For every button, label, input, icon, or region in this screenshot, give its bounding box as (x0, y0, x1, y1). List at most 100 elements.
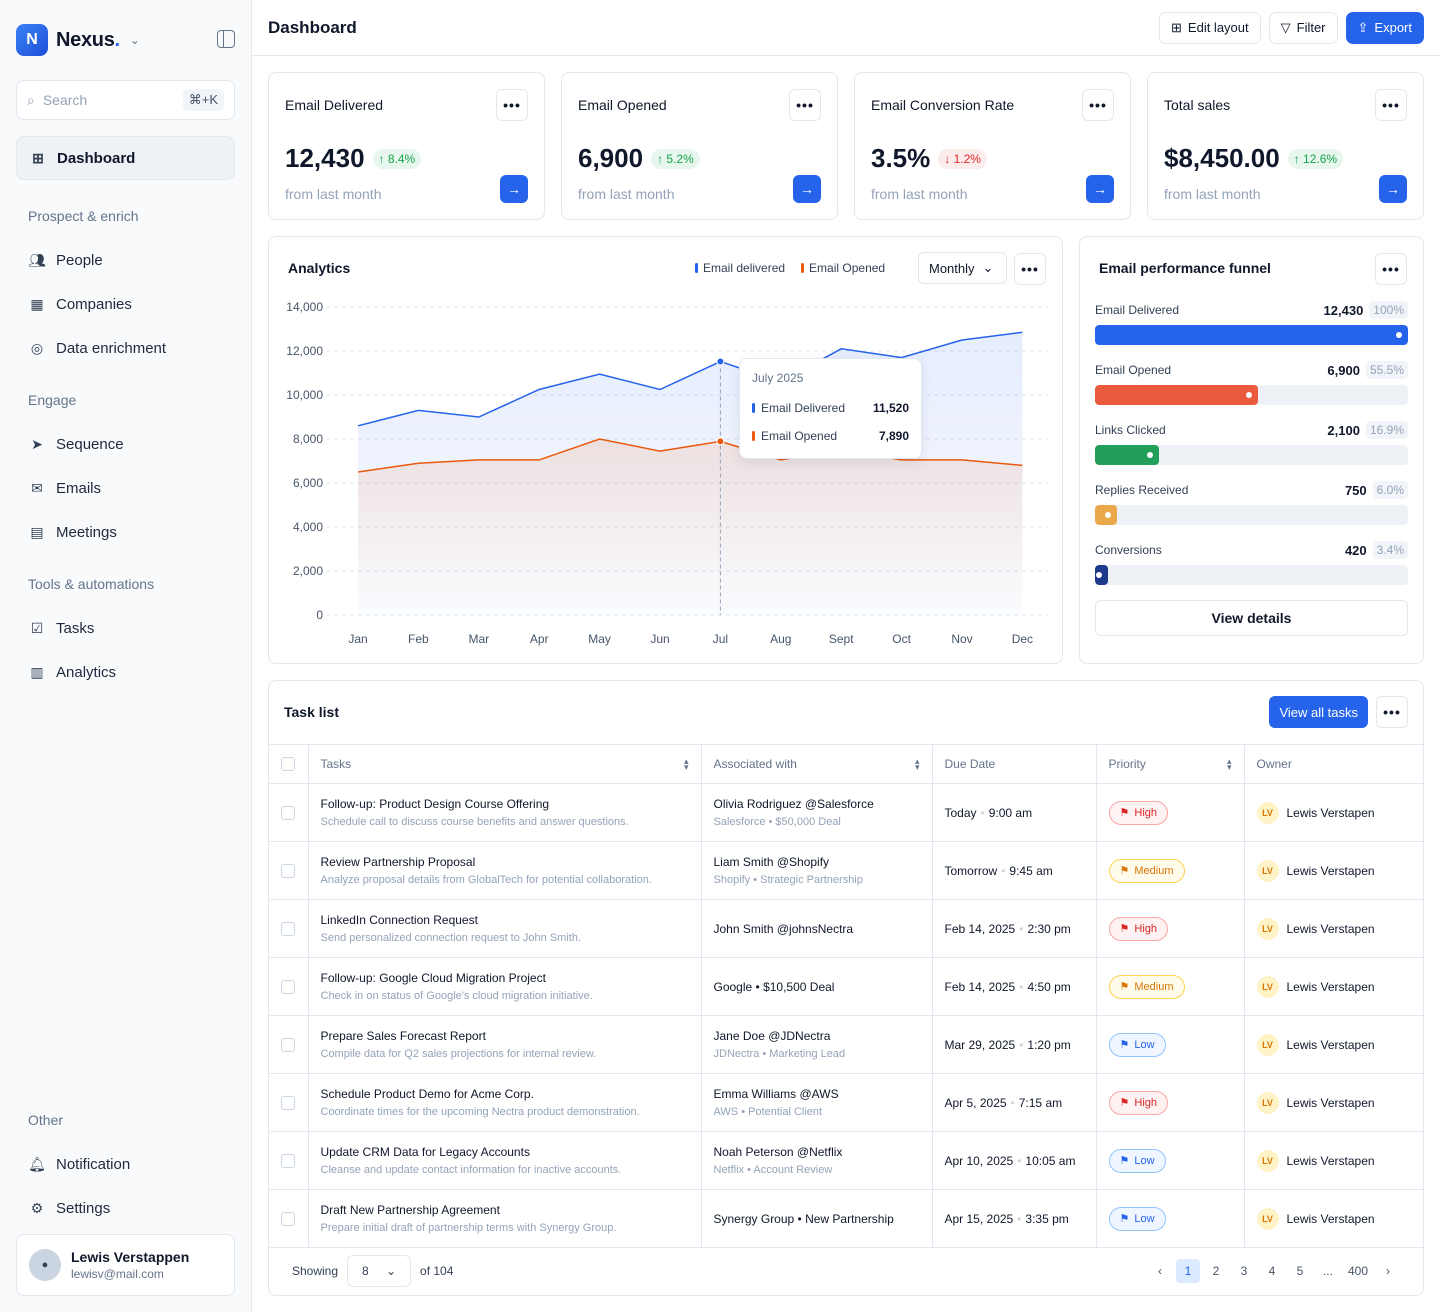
user-card[interactable]: ● Lewis Verstappen lewisv@mail.com (16, 1234, 235, 1296)
sidebar-collapse-icon[interactable] (217, 30, 235, 48)
main: Dashboard ⊞ Edit layout ▽ Filter ⇪ Export E… (252, 0, 1440, 1312)
kpi-value: $8,450.00 (1164, 143, 1280, 173)
task-title[interactable]: Follow-up: Product Design Course Offerin… (320, 797, 550, 811)
sidebar-item-sequence[interactable]: ➤ Sequence (16, 422, 235, 466)
period-select[interactable]: Monthly ⌄ (918, 252, 1007, 284)
more-icon[interactable]: ••• (1014, 253, 1046, 285)
owner-cell: LV Lewis Verstapen (1243, 1015, 1423, 1074)
user-icon: 👥︎ (28, 251, 46, 268)
funnel-bar-track (1095, 445, 1408, 465)
row-checkbox[interactable] (281, 1211, 296, 1226)
row-checkbox[interactable] (281, 1037, 296, 1052)
row-checkbox[interactable] (281, 863, 296, 878)
button-label: Export (1374, 20, 1412, 35)
more-icon[interactable]: ••• (789, 89, 821, 121)
view-details-button[interactable]: View details (1095, 600, 1408, 636)
table-row[interactable]: Follow-up: Google Cloud Migration Projec… (269, 957, 1423, 1016)
grid-icon: ⊞ (32, 149, 44, 166)
kpi-value: 6,900 (578, 143, 644, 173)
search-placeholder: Search (42, 92, 88, 108)
arrow-right-icon[interactable]: → (1379, 175, 1407, 203)
arrow-right-icon[interactable]: → (500, 175, 528, 203)
sidebar-item-meetings[interactable]: ▤ Meetings (16, 510, 235, 554)
sidebar-item-dashboard[interactable]: ⊞ Dashboard (16, 136, 235, 180)
column-header-associated[interactable]: Associated with ▴ ▾ (700, 744, 932, 784)
table-row[interactable]: Prepare Sales Forecast Report Compile dat… (269, 1015, 1423, 1074)
layout-icon: ⊞ (1171, 19, 1182, 35)
chart-legend: Email delivered Email Opened (695, 261, 885, 275)
chevron-right-icon[interactable]: › (1386, 1264, 1390, 1278)
row-checkbox[interactable] (281, 979, 296, 994)
filter-icon: ▽ (1280, 19, 1291, 35)
view-all-tasks-button[interactable]: View all tasks (1269, 696, 1368, 728)
brand[interactable]: N Nexus. ⌄ (16, 0, 235, 80)
page-button[interactable]: 3 (1240, 1264, 1248, 1278)
page-button[interactable]: 4 (1268, 1264, 1276, 1278)
filter-button[interactable]: ▽ Filter (1268, 11, 1338, 44)
avatar: ● (29, 1249, 61, 1281)
chevron-left-icon[interactable]: ‹ (1157, 1264, 1162, 1278)
sidebar-item-data-enrichment[interactable]: ◎ Data enrichment (16, 326, 235, 370)
flag-icon: ⚑ (1119, 981, 1130, 993)
sidebar-item-emails[interactable]: ✉ Emails (16, 466, 235, 510)
row-checkbox-cell (269, 1131, 308, 1190)
more-icon[interactable]: ••• (1375, 89, 1407, 121)
edit-layout-button[interactable]: ⊞ Edit layout (1159, 11, 1261, 44)
table-row[interactable]: Review Partnership Proposal Analyze propo… (269, 841, 1423, 900)
sidebar-item-settings[interactable]: ⚙ Settings (16, 1186, 235, 1230)
sidebar-item-label: Meetings (56, 523, 117, 541)
column-header-priority[interactable]: Priority ▴ ▾ (1095, 744, 1244, 784)
building-icon: ▦ (30, 295, 44, 312)
arrow-right-icon[interactable]: → (793, 175, 821, 203)
row-checkbox[interactable] (281, 1153, 296, 1168)
row-checkbox[interactable] (281, 921, 296, 936)
table-row[interactable]: LinkedIn Connection Request Send personal… (269, 899, 1423, 958)
sidebar-item-people[interactable]: 👥︎ People (16, 238, 235, 282)
column-header-tasks[interactable]: Tasks ▴ ▾ (307, 744, 701, 784)
sort-icon[interactable]: ▴ ▾ (1226, 756, 1232, 772)
sidebar-item-tasks[interactable]: ☑ Tasks (16, 606, 235, 650)
table-row[interactable]: Update CRM Data for Legacy Accounts Clean… (269, 1131, 1423, 1190)
task-title[interactable]: Follow-up: Google Cloud Migration Projec… (320, 971, 546, 985)
arrow-right-icon[interactable]: → (1086, 175, 1114, 203)
more-icon[interactable]: ••• (1376, 696, 1408, 728)
sidebar-item-notification[interactable]: 🔔︎ Notification (16, 1142, 235, 1186)
owner: LV Lewis Verstapen (1256, 859, 1412, 882)
table-row[interactable]: Follow-up: Product Design Course Offerin… (269, 783, 1423, 842)
task-title[interactable]: LinkedIn Connection Request (320, 913, 478, 927)
page-button[interactable]: 5 (1296, 1264, 1304, 1278)
avatar: LV (1256, 859, 1279, 882)
sidebar-item-companies[interactable]: ▦ Companies (16, 282, 235, 326)
task-title[interactable]: Draft New Partnership Agreement (320, 1203, 500, 1217)
search-input[interactable]: ⌕ Search ⌘+K (16, 80, 235, 120)
separator: • (1010, 1095, 1015, 1110)
table-row[interactable]: Schedule Product Demo for Acme Corp. Coor… (269, 1073, 1423, 1132)
more-icon[interactable]: ••• (1082, 89, 1114, 121)
funnel-row-head: Conversions 420 3.4% (1095, 541, 1408, 559)
task-title[interactable]: Review Partnership Proposal (320, 855, 476, 869)
sidebar-item-analytics[interactable]: ▥ Analytics (16, 650, 235, 694)
task-description: Cleanse and update contact information f… (320, 1164, 622, 1176)
more-icon[interactable]: ••• (1375, 253, 1407, 285)
page-button[interactable]: 1 (1175, 1259, 1200, 1283)
select-all-checkbox[interactable] (281, 757, 296, 771)
funnel-row-head: Email Delivered 12,430 100% (1095, 301, 1408, 319)
page-button[interactable]: 400 (1347, 1264, 1368, 1278)
funnel-row: Conversions 420 3.4% (1095, 541, 1408, 601)
row-checkbox[interactable] (281, 1095, 296, 1110)
export-button[interactable]: ⇪ Export (1345, 11, 1424, 44)
table-row[interactable]: Draft New Partnership Agreement Prepare i… (269, 1189, 1423, 1248)
task-description: Coordinate times for the upcoming Nectra… (320, 1106, 640, 1118)
priority-label: Low (1134, 1212, 1155, 1225)
task-title[interactable]: Schedule Product Demo for Acme Corp. (320, 1087, 534, 1101)
task-title[interactable]: Prepare Sales Forecast Report (320, 1029, 486, 1043)
sort-icon[interactable]: ▴ ▾ (914, 756, 920, 772)
more-icon[interactable]: ••• (496, 89, 528, 121)
sort-icon[interactable]: ▴ ▾ (683, 756, 689, 772)
page-button[interactable]: 2 (1212, 1264, 1220, 1278)
task-title[interactable]: Update CRM Data for Legacy Accounts (320, 1145, 530, 1159)
task-cell: Prepare Sales Forecast Report Compile dat… (307, 1015, 701, 1074)
per-page-select[interactable]: 8 ⌄ (347, 1255, 412, 1287)
row-checkbox[interactable] (281, 805, 296, 820)
chevron-down-icon[interactable]: ⌄ (129, 33, 140, 47)
